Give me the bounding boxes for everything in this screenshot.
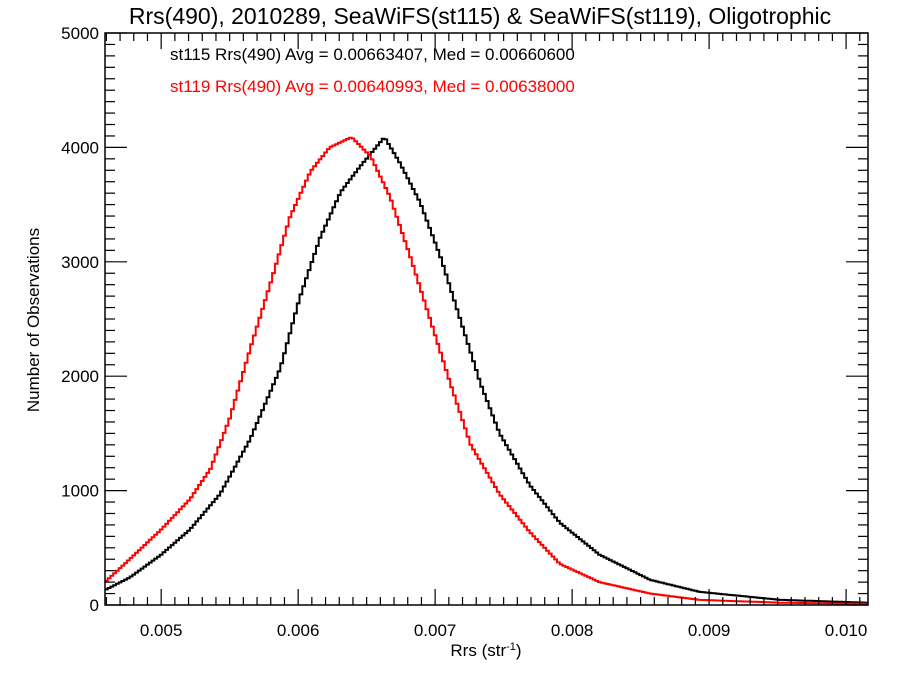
ticks-layer [105,32,868,606]
x-tick-label: 0.008 [551,621,594,640]
series-line-st115 [105,137,868,604]
x-tick-label: 0.009 [688,621,731,640]
series-line-st119 [105,136,868,605]
y-tick-label: 2000 [61,367,99,386]
x-axis-label-tail: ) [516,641,522,660]
plot-frame [104,32,869,606]
y-tick-label: 3000 [61,253,99,272]
chart-title: Rrs(490), 2010289, SeaWiFS(st115) & SeaW… [129,3,831,29]
series-layer [105,136,868,605]
y-tick-label: 1000 [61,482,99,501]
y-tick-label: 0 [90,596,99,615]
x-tick-label: 0.006 [277,621,320,640]
y-tick-label: 4000 [61,138,99,157]
x-tick-label: 0.007 [414,621,457,640]
y-tick-label: 5000 [61,24,99,43]
x-tick-label: 0.005 [140,621,183,640]
x-axis-label: Rrs (str-1) [450,641,521,660]
legend-entry-st119: st119 Rrs(490) Avg = 0.00640993, Med = 0… [170,77,575,96]
tick-labels-layer: 0.005 0.006 0.007 0.008 0.009 0.010 0 1000 2000 3… [61,24,867,640]
x-tick-label: 0.010 [825,621,868,640]
y-axis-label: Number of Observations [24,228,43,412]
x-axis-label-base: Rrs (str [450,641,506,660]
legend-entry-st115: st115 Rrs(490) Avg = 0.00663407, Med = 0… [170,45,575,64]
x-axis-label-superscript: -1 [506,641,516,653]
